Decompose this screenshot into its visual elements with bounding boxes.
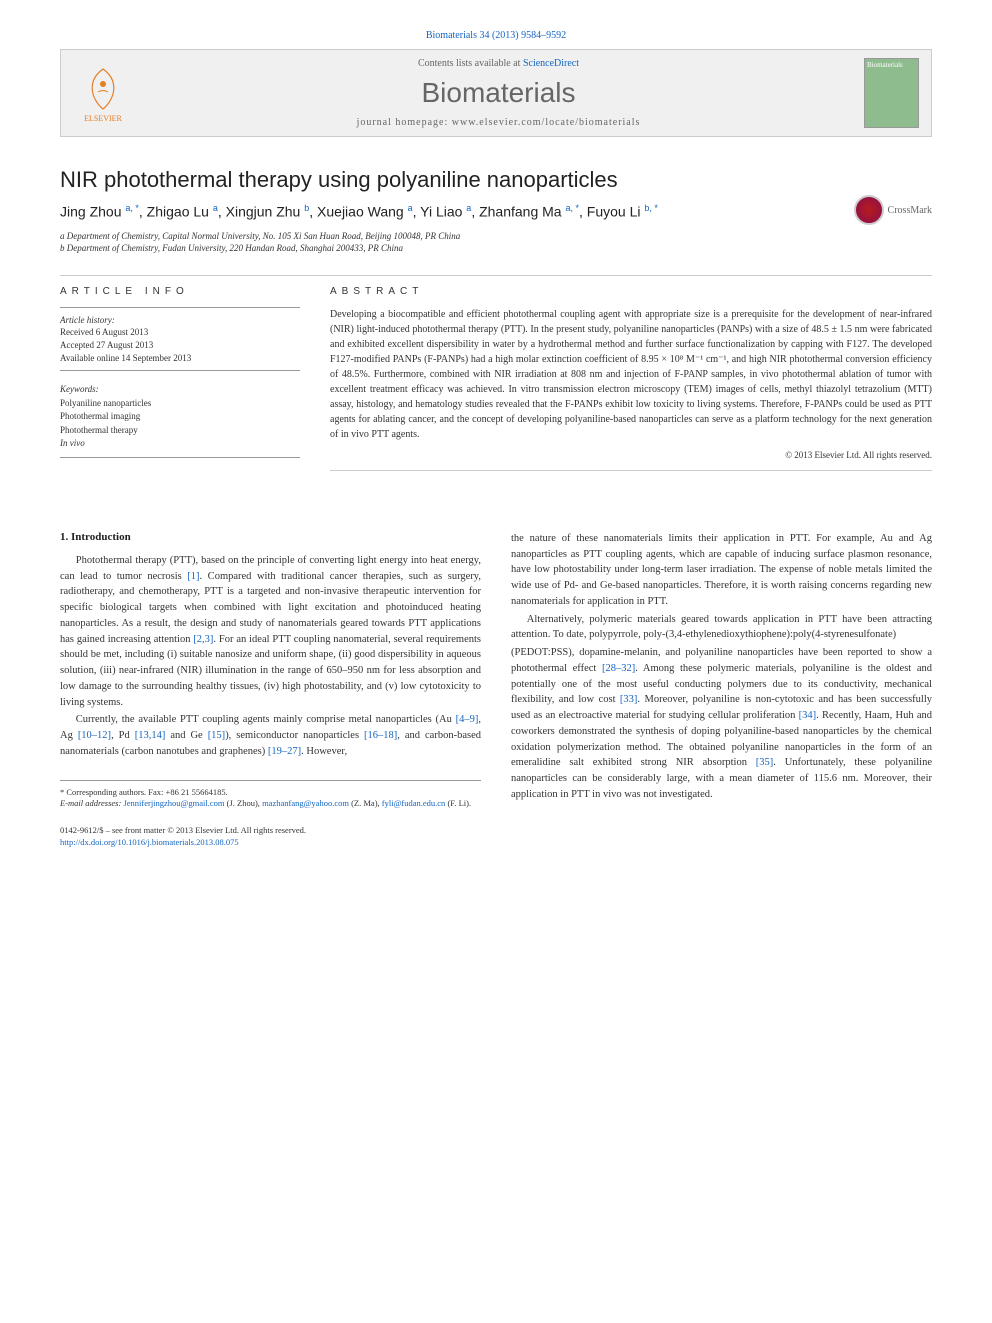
history-label: Article history: <box>60 314 300 327</box>
body-para: Photothermal therapy (PTT), based on the… <box>60 553 481 711</box>
body-col-left: 1. Introduction Photothermal therapy (PT… <box>60 531 481 849</box>
body-columns: 1. Introduction Photothermal therapy (PT… <box>60 531 932 849</box>
article-info-header: ARTICLE INFO <box>60 286 300 297</box>
keyword: In vivo <box>60 437 300 451</box>
crossmark-badge[interactable]: CrossMark <box>854 195 932 225</box>
divider <box>330 470 932 471</box>
sciencedirect-link[interactable]: ScienceDirect <box>523 58 579 69</box>
email-link[interactable]: mazhanfang@yahoo.com <box>262 798 349 808</box>
contents-text: Contents lists available at <box>418 58 523 69</box>
body-para: Alternatively, polymeric materials geare… <box>511 612 932 644</box>
emails-line: E-mail addresses: Jenniferjingzhou@gmail… <box>60 798 481 810</box>
author-list: Jing Zhou a, *, Zhigao Lu a, Xingjun Zhu… <box>60 203 932 220</box>
divider <box>60 275 932 276</box>
affiliation-a: a Department of Chemistry, Capital Norma… <box>60 230 932 243</box>
received-date: Received 6 August 2013 <box>60 326 300 339</box>
homepage-line: journal homepage: www.elsevier.com/locat… <box>133 117 864 128</box>
article-history: Article history: Received 6 August 2013 … <box>60 307 300 371</box>
journal-header-bar: ELSEVIER Contents lists available at Sci… <box>60 49 932 137</box>
body-text-right: the nature of these nanomaterials limits… <box>511 531 932 803</box>
article-title: NIR photothermal therapy using polyanili… <box>60 167 932 193</box>
homepage-label: journal homepage: <box>357 117 452 128</box>
abstract-copyright: © 2013 Elsevier Ltd. All rights reserved… <box>330 450 932 460</box>
email-who: (F. Li). <box>445 798 471 808</box>
article-info-col: ARTICLE INFO Article history: Received 6… <box>60 286 300 481</box>
header-citation[interactable]: Biomaterials 34 (2013) 9584–9592 <box>60 30 932 41</box>
keyword: Polyaniline nanoparticles <box>60 397 300 411</box>
doi-link[interactable]: http://dx.doi.org/10.1016/j.biomaterials… <box>60 837 239 847</box>
footer-copyright: 0142-9612/$ – see front matter © 2013 El… <box>60 825 481 849</box>
keyword: Photothermal imaging <box>60 410 300 424</box>
online-date: Available online 14 September 2013 <box>60 352 300 365</box>
journal-name: Biomaterials <box>133 77 864 109</box>
abstract-text: Developing a biocompatible and efficient… <box>330 307 932 442</box>
keyword: Photothermal therapy <box>60 424 300 438</box>
body-col-right: the nature of these nanomaterials limits… <box>511 531 932 849</box>
contents-available: Contents lists available at ScienceDirec… <box>133 58 864 69</box>
affiliations: a Department of Chemistry, Capital Norma… <box>60 230 932 255</box>
info-abstract-row: ARTICLE INFO Article history: Received 6… <box>60 286 932 481</box>
email-link[interactable]: fyli@fudan.edu.cn <box>382 798 446 808</box>
intro-header: 1. Introduction <box>60 531 481 543</box>
header-center: Contents lists available at ScienceDirec… <box>133 58 864 128</box>
email-link[interactable]: Jenniferjingzhou@gmail.com <box>123 798 224 808</box>
body-para: (PEDOT:PSS), dopamine-melanin, and polya… <box>511 645 932 803</box>
homepage-url[interactable]: www.elsevier.com/locate/biomaterials <box>452 117 641 128</box>
body-text-left: Photothermal therapy (PTT), based on the… <box>60 553 481 760</box>
elsevier-label: ELSEVIER <box>84 114 122 123</box>
email-who: (Z. Ma), <box>349 798 382 808</box>
body-para: the nature of these nanomaterials limits… <box>511 531 932 610</box>
crossmark-icon <box>854 195 884 225</box>
abstract-header: ABSTRACT <box>330 286 932 297</box>
abstract-col: ABSTRACT Developing a biocompatible and … <box>330 286 932 481</box>
corresponding-line: * Corresponding authors. Fax: +86 21 556… <box>60 787 481 799</box>
crossmark-label: CrossMark <box>888 205 932 216</box>
email-who: (J. Zhou), <box>225 798 263 808</box>
corresponding-footer: * Corresponding authors. Fax: +86 21 556… <box>60 780 481 811</box>
keywords-label: Keywords: <box>60 383 300 397</box>
body-para: Currently, the available PTT coupling ag… <box>60 712 481 759</box>
affiliation-b: b Department of Chemistry, Fudan Univers… <box>60 242 932 255</box>
accepted-date: Accepted 27 August 2013 <box>60 339 300 352</box>
issn-line: 0142-9612/$ – see front matter © 2013 El… <box>60 825 481 837</box>
journal-cover-thumb[interactable]: Biomaterials <box>864 58 919 128</box>
elsevier-logo[interactable]: ELSEVIER <box>73 58 133 128</box>
email-label: E-mail addresses: <box>60 798 123 808</box>
keywords-block: Keywords: Polyaniline nanoparticles Phot… <box>60 383 300 458</box>
